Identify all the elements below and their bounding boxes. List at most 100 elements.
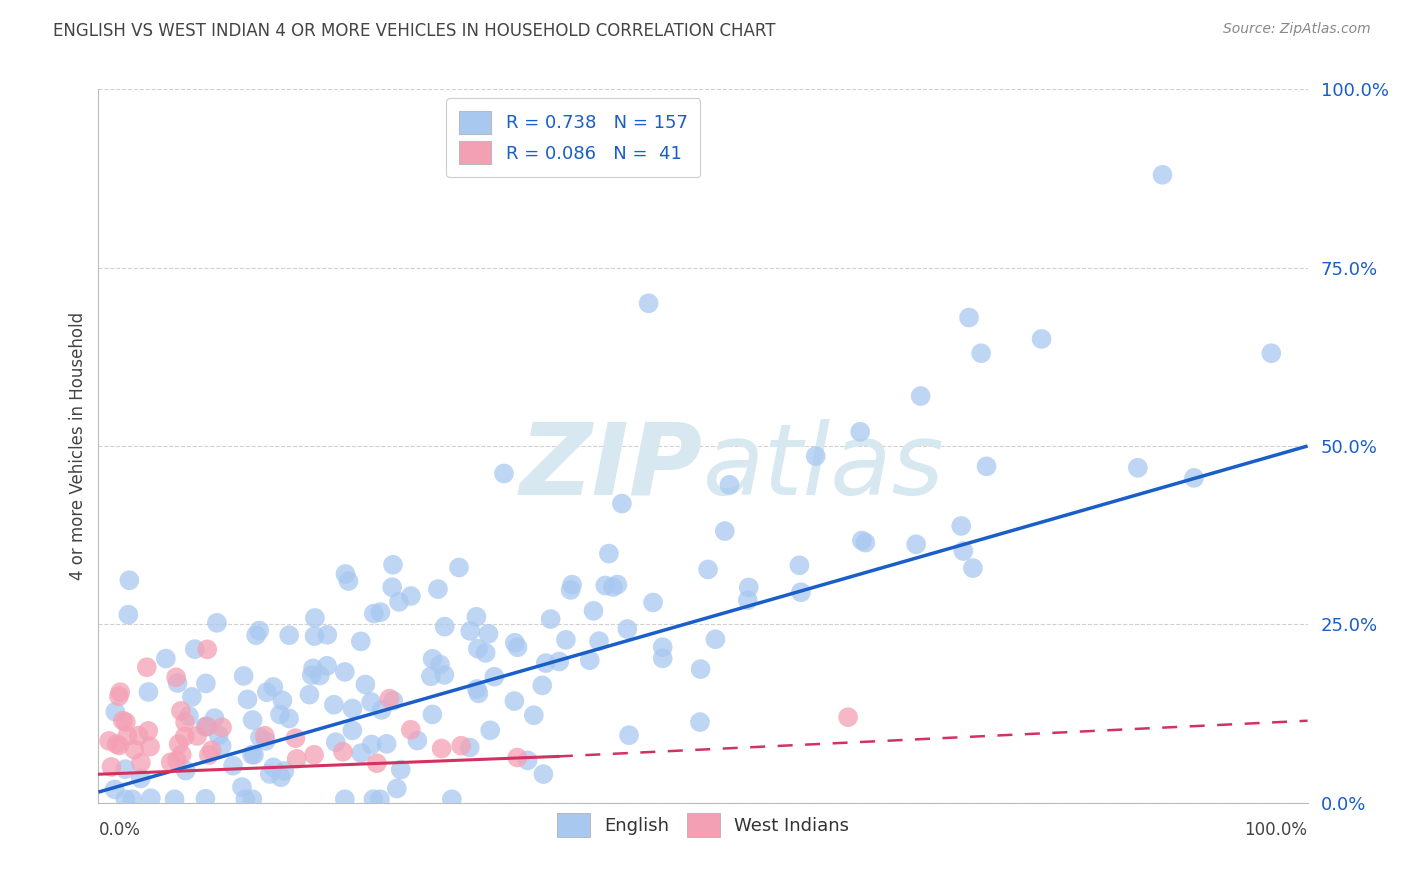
Point: [135, 660, 157, 674]
Point: [235, 792, 257, 806]
Point: [124, 742, 146, 756]
Point: [177, 709, 200, 723]
Point: [167, 737, 190, 751]
Point: [121, 792, 143, 806]
Point: [789, 558, 811, 573]
Point: [108, 690, 131, 704]
Point: [325, 735, 347, 749]
Point: [1152, 168, 1174, 182]
Point: [970, 346, 993, 360]
Point: [254, 734, 277, 748]
Point: [194, 791, 217, 805]
Point: [804, 449, 827, 463]
Point: [910, 389, 932, 403]
Point: [385, 781, 408, 796]
Point: [165, 670, 187, 684]
Point: [285, 752, 308, 766]
Point: [399, 589, 422, 603]
Point: [905, 537, 928, 551]
Point: [837, 710, 859, 724]
Point: [333, 792, 356, 806]
Point: [333, 665, 356, 679]
Point: [419, 669, 441, 683]
Text: 0.0%: 0.0%: [98, 821, 141, 838]
Point: [406, 733, 429, 747]
Point: [194, 720, 217, 734]
Point: [114, 792, 136, 806]
Point: [195, 642, 218, 657]
Point: [302, 661, 325, 675]
Point: [105, 737, 128, 751]
Point: [249, 730, 271, 744]
Point: [256, 685, 278, 699]
Point: [316, 658, 339, 673]
Point: [582, 604, 605, 618]
Point: [360, 695, 382, 709]
Point: [382, 558, 405, 572]
Point: [370, 703, 392, 717]
Point: [194, 676, 217, 690]
Point: [138, 685, 160, 699]
Point: [378, 691, 401, 706]
Point: [360, 738, 382, 752]
Point: [115, 715, 138, 730]
Point: [714, 524, 737, 538]
Point: [253, 729, 276, 743]
Point: [381, 580, 404, 594]
Point: [298, 688, 321, 702]
Point: [136, 723, 159, 738]
Point: [790, 585, 813, 599]
Point: [593, 578, 616, 592]
Point: [1126, 460, 1149, 475]
Point: [335, 566, 357, 581]
Point: [195, 719, 218, 733]
Point: [422, 707, 444, 722]
Point: [950, 519, 973, 533]
Point: [697, 562, 720, 576]
Point: [108, 685, 131, 699]
Point: [484, 670, 506, 684]
Point: [208, 728, 231, 742]
Point: [363, 607, 385, 621]
Point: [1031, 332, 1053, 346]
Point: [198, 747, 221, 762]
Point: [104, 705, 127, 719]
Point: [170, 747, 193, 762]
Point: [651, 651, 673, 665]
Point: [242, 792, 264, 806]
Point: [433, 619, 456, 633]
Point: [166, 676, 188, 690]
Point: [382, 694, 405, 708]
Point: [118, 574, 141, 588]
Point: [184, 642, 207, 657]
Point: [278, 711, 301, 725]
Point: [129, 756, 152, 770]
Point: [704, 632, 727, 647]
Point: [641, 595, 664, 609]
Point: [602, 580, 624, 594]
Point: [247, 624, 270, 638]
Point: [243, 747, 266, 762]
Point: [479, 723, 502, 738]
Point: [163, 792, 186, 806]
Text: Source: ZipAtlas.com: Source: ZipAtlas.com: [1223, 22, 1371, 37]
Point: [561, 577, 583, 591]
Point: [718, 478, 741, 492]
Point: [368, 792, 391, 806]
Text: ENGLISH VS WEST INDIAN 4 OR MORE VEHICLES IN HOUSEHOLD CORRELATION CHART: ENGLISH VS WEST INDIAN 4 OR MORE VEHICLE…: [53, 22, 776, 40]
Point: [560, 582, 582, 597]
Point: [426, 582, 449, 596]
Point: [610, 497, 633, 511]
Point: [104, 782, 127, 797]
Point: [269, 707, 291, 722]
Point: [447, 560, 470, 574]
Point: [166, 754, 188, 768]
Point: [262, 680, 284, 694]
Point: [302, 747, 325, 762]
Point: [174, 764, 197, 778]
Point: [1182, 471, 1205, 485]
Point: [474, 646, 496, 660]
Point: [422, 652, 444, 666]
Point: [465, 681, 488, 696]
Point: [174, 715, 197, 730]
